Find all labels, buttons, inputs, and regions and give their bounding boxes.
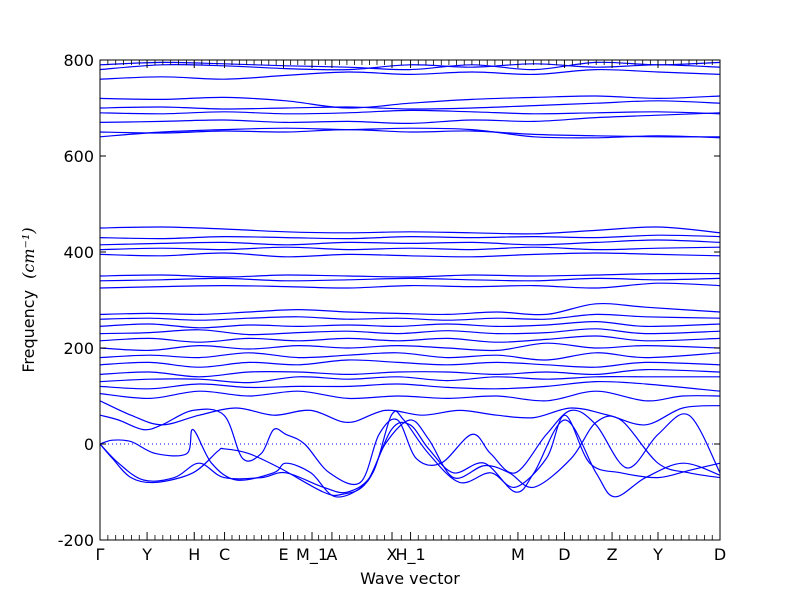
x-tick-label: D bbox=[714, 545, 726, 564]
band-line-2 bbox=[99, 410, 721, 494]
band-line-6 bbox=[99, 390, 721, 402]
band-line-5 bbox=[99, 400, 721, 426]
y-tick-label: 400 bbox=[63, 243, 94, 262]
y-tick-label: 200 bbox=[63, 339, 94, 358]
band-line-15 bbox=[99, 320, 721, 329]
band-line-24 bbox=[99, 234, 721, 240]
y-tick-label: 600 bbox=[63, 147, 94, 166]
y-tick-label: 0 bbox=[84, 435, 94, 454]
x-tick-label: A bbox=[326, 545, 337, 564]
band-lines bbox=[99, 61, 721, 498]
x-tick-label: E bbox=[278, 545, 288, 564]
band-line-18 bbox=[99, 282, 721, 289]
x-tick-label: D bbox=[558, 545, 570, 564]
band-line-30 bbox=[99, 100, 721, 110]
band-line-23 bbox=[99, 239, 721, 246]
x-tick-label: M bbox=[511, 545, 525, 564]
x-tick-label: Y bbox=[141, 545, 152, 564]
band-line-7 bbox=[99, 380, 721, 392]
band-line-17 bbox=[99, 302, 721, 316]
band-line-11 bbox=[99, 352, 721, 361]
y-tick-label: -200 bbox=[58, 531, 94, 550]
band-line-22 bbox=[99, 246, 721, 251]
band-line-1 bbox=[99, 419, 721, 498]
band-line-3 bbox=[99, 415, 721, 498]
band-line-8 bbox=[99, 376, 720, 384]
x-tick-label: M_1 bbox=[296, 545, 328, 565]
band-line-12 bbox=[99, 342, 721, 352]
x-tick-label: C bbox=[219, 545, 230, 564]
y-axis-label-unit: (cm⁻¹) bbox=[19, 227, 38, 278]
band-line-10 bbox=[99, 359, 721, 368]
x-tick-label: H bbox=[188, 545, 200, 564]
x-tick-label: H_1 bbox=[396, 545, 426, 565]
x-tick-label: Γ bbox=[96, 545, 105, 564]
band-line-26 bbox=[99, 127, 721, 139]
band-line-4 bbox=[99, 408, 721, 486]
band-line-27 bbox=[99, 128, 721, 138]
band-line-29 bbox=[99, 109, 721, 115]
band-line-32 bbox=[99, 68, 721, 80]
x-tick-label: Y bbox=[652, 545, 663, 564]
band-line-19 bbox=[99, 277, 721, 282]
y-axis: -200 0 200 400 600 800 bbox=[58, 51, 720, 550]
x-tick-label: Z bbox=[607, 545, 618, 564]
y-axis-label-text: Frequency bbox=[19, 290, 38, 373]
band-line-14 bbox=[99, 328, 721, 336]
band-line-34 bbox=[99, 61, 721, 71]
x-tick-label: X bbox=[387, 545, 398, 564]
band-line-31 bbox=[99, 95, 721, 109]
x-axis-label: Wave vector bbox=[360, 569, 460, 588]
y-tick-label: 800 bbox=[63, 51, 94, 70]
plot-frame bbox=[99, 59, 721, 541]
band-line-33 bbox=[99, 63, 721, 71]
band-line-20 bbox=[99, 272, 721, 278]
band-line-21 bbox=[99, 252, 721, 258]
band-line-25 bbox=[99, 226, 721, 235]
band-line-16 bbox=[99, 313, 721, 321]
band-line-28 bbox=[99, 112, 721, 125]
x-axis: Γ Y H C E M_1A XH_1 M D Z Y D bbox=[96, 60, 726, 565]
band-line-9 bbox=[99, 368, 721, 378]
band-line-13 bbox=[99, 335, 721, 343]
y-axis-label: Frequency (cm⁻¹) bbox=[19, 227, 38, 372]
